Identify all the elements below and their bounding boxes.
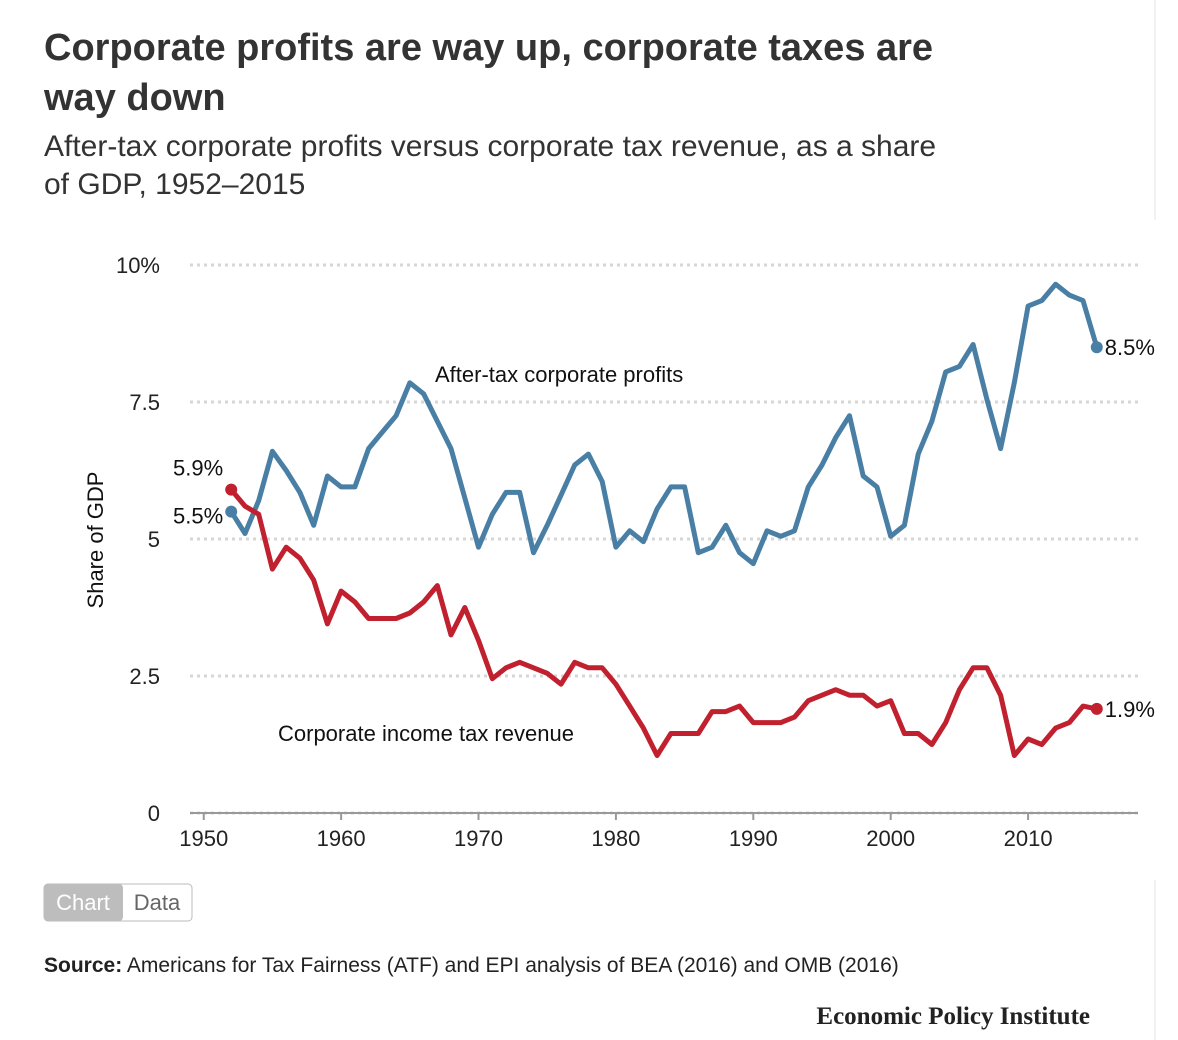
tabs: Chart Data (43, 883, 193, 922)
end-point (1090, 341, 1103, 354)
y-tick-label: 7.5 (129, 390, 160, 415)
y-tick-label: 10% (116, 253, 160, 278)
source: Source: Americans for Tax Fairness (ATF)… (44, 954, 899, 977)
x-tick-label: 1990 (729, 826, 778, 851)
end-point (225, 483, 238, 496)
y-tick-label: 0 (148, 801, 160, 826)
publisher: Economic Policy Institute (816, 1003, 1090, 1030)
y-tick-label: 5 (148, 527, 160, 552)
value-label: 8.5% (1105, 335, 1155, 360)
x-tick-label: 1980 (591, 826, 640, 851)
value-label: 5.9% (173, 456, 223, 481)
tab-label[interactable]: Chart (56, 890, 110, 915)
tab-chart[interactable] (44, 884, 123, 921)
series-line (229, 281, 1100, 567)
source-label: Source: (44, 954, 122, 977)
end-point (1090, 702, 1103, 715)
y-axis-label: Share of GDP (83, 472, 108, 609)
series-label: Corporate income tax revenue (278, 721, 574, 746)
x-tick-label: 1950 (179, 826, 228, 851)
series-label: After-tax corporate profits (435, 362, 683, 387)
chart-title: Corporate profits are way up, corporate … (43, 27, 933, 119)
value-label: 5.5% (173, 504, 223, 529)
plot: 0 2.5 5 7.5 10% 1950 1960 1970 1980 1990 2000 2010 5… (116, 253, 1155, 851)
y-tick-label: 2.5 (129, 664, 160, 689)
x-tick-label: 2000 (866, 826, 915, 851)
value-label: 1.9% (1105, 697, 1155, 722)
x-tick-label: 2010 (1004, 826, 1053, 851)
source-text: Americans for Tax Fairness (ATF) and EPI… (127, 954, 899, 977)
end-point (225, 505, 238, 518)
chart-subtitle: After-tax corporate profits versus corpo… (44, 130, 936, 201)
x-tick-label: 1970 (454, 826, 503, 851)
series-line (229, 488, 1098, 758)
x-tick-label: 1960 (317, 826, 366, 851)
tab-label[interactable]: Data (134, 890, 181, 915)
